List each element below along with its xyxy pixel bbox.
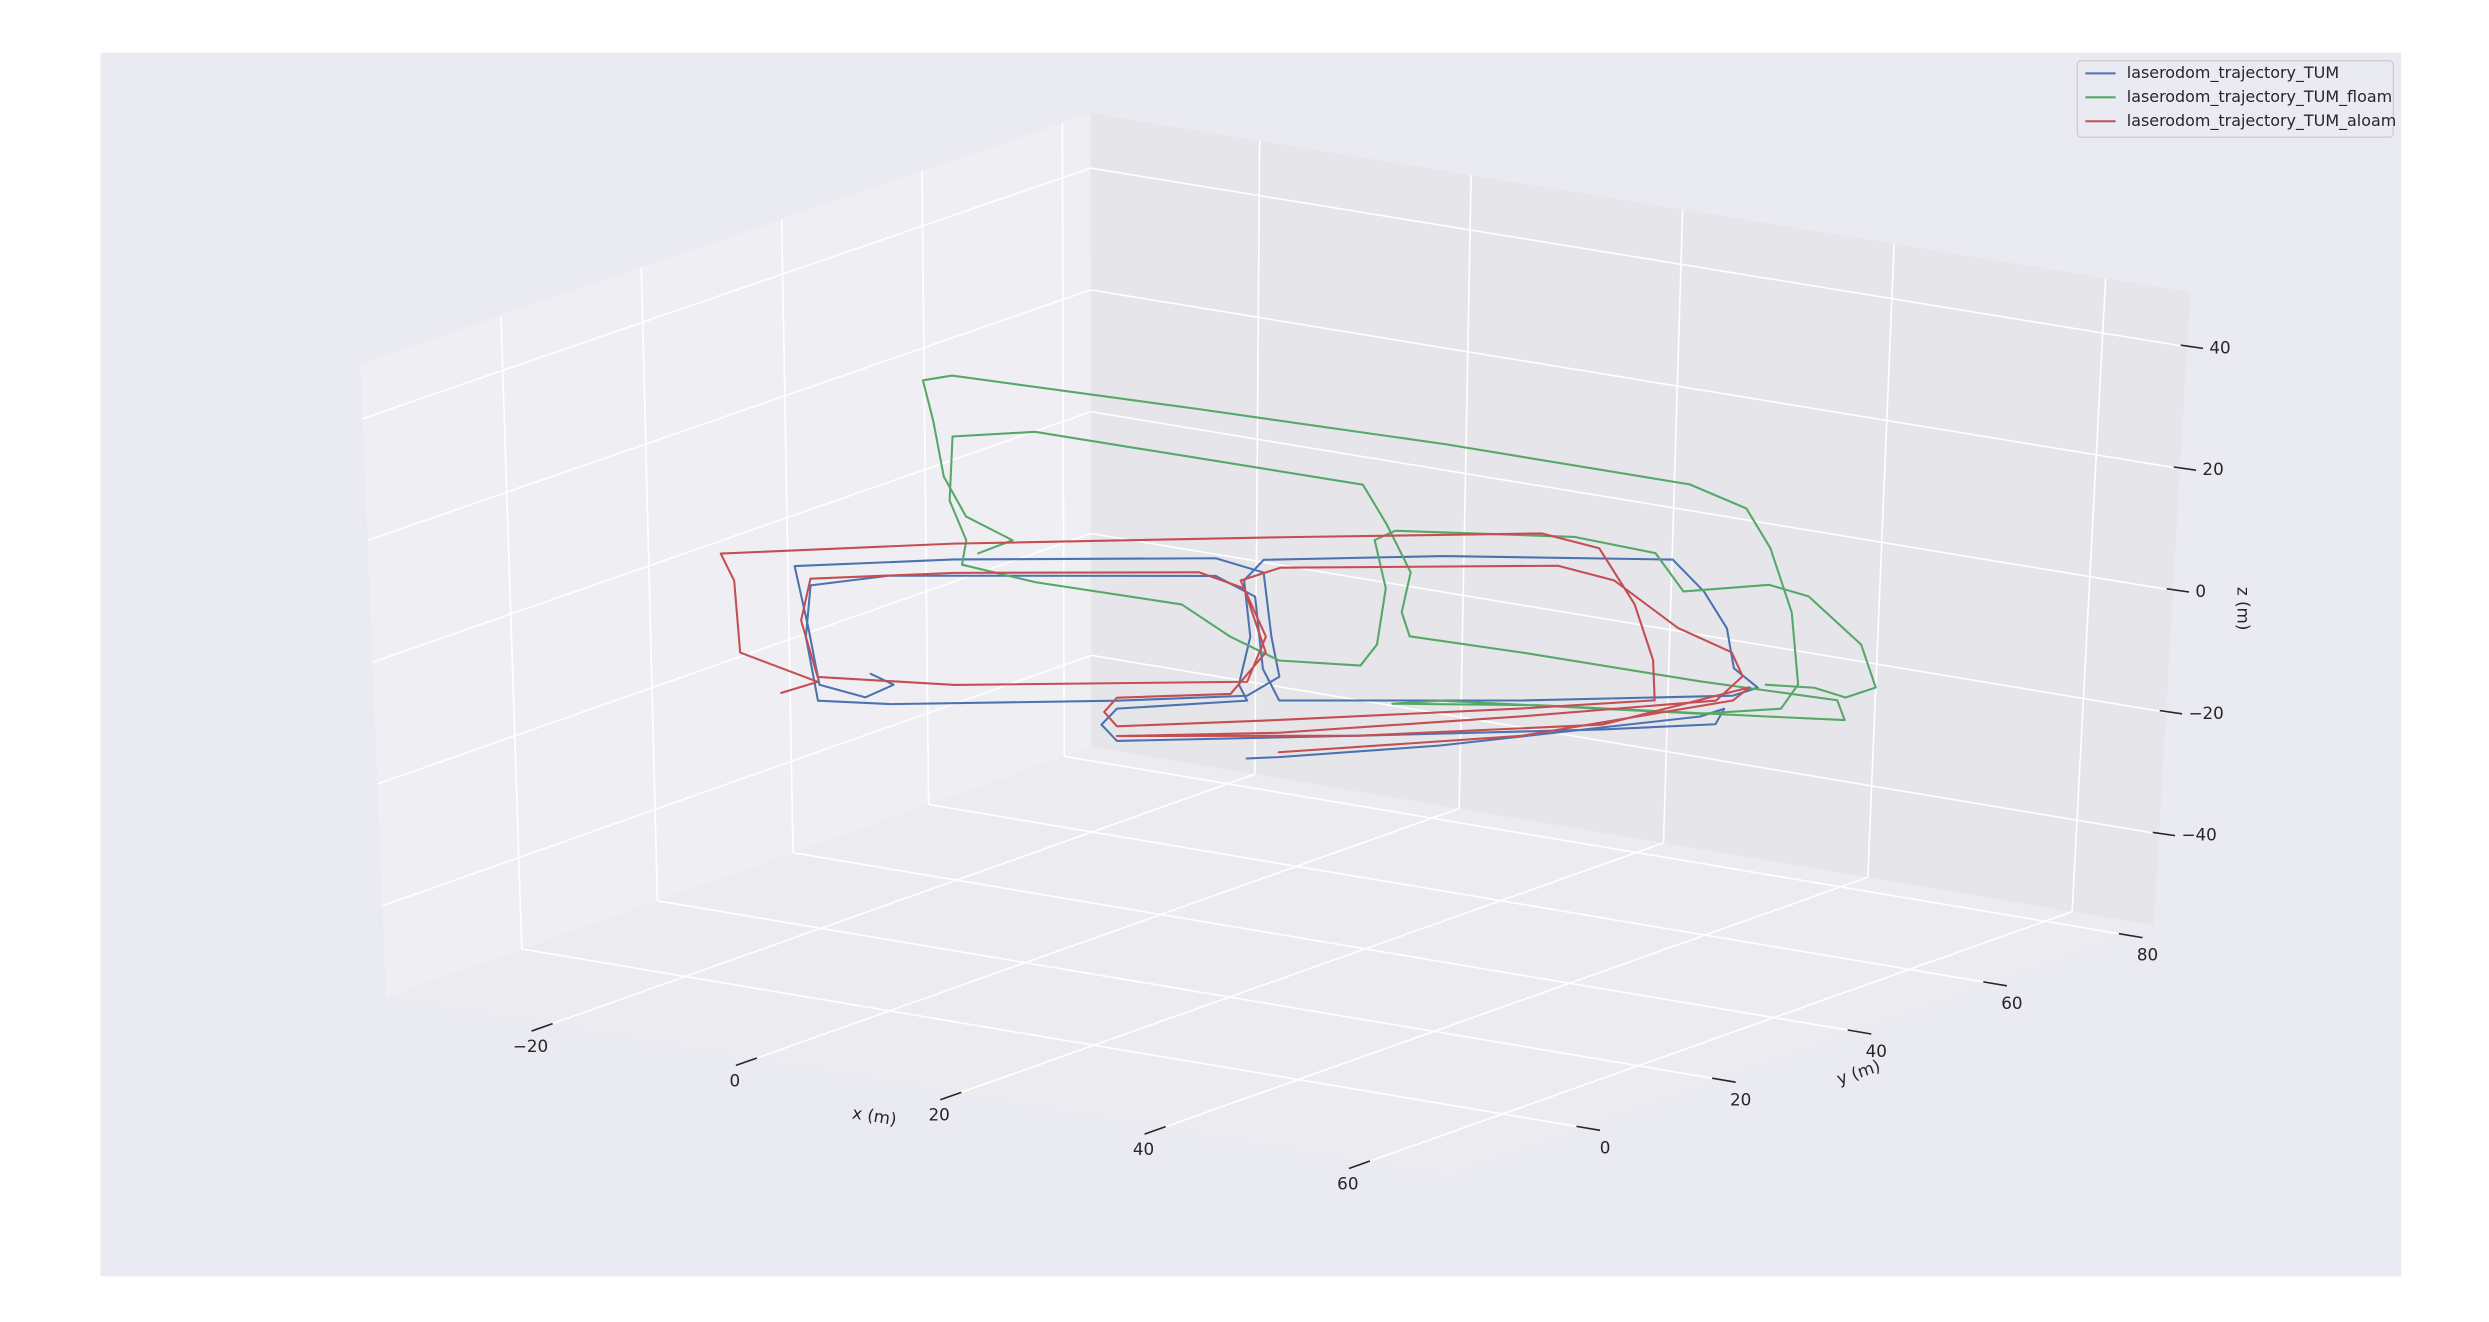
grid-line <box>1366 910 2073 1163</box>
tick-mark <box>2166 588 2190 593</box>
grid-line <box>753 807 1460 1060</box>
grid-line <box>500 315 523 950</box>
y-tick-label: 0 <box>1600 1137 1611 1157</box>
grid-line <box>1061 122 1066 757</box>
grid-line <box>928 803 1992 984</box>
y-tick-label: 40 <box>1866 1041 1887 1061</box>
grid-line <box>367 289 1091 542</box>
grid <box>362 122 2188 1163</box>
grid-line <box>1090 410 2174 592</box>
grid-line <box>2071 278 2107 912</box>
grid-line <box>362 167 1091 420</box>
x-tick-label: 60 <box>1337 1173 1358 1193</box>
tick-mark <box>1711 1077 1736 1083</box>
legend-label: laserodom_trajectory_TUM_aloam <box>2127 111 2397 131</box>
panes <box>360 113 2191 1176</box>
y-tick-label: 60 <box>2001 993 2022 1013</box>
tick-mark <box>939 1091 962 1101</box>
grid-line <box>1090 167 2188 348</box>
tick-mark <box>1348 1160 1371 1170</box>
grid-line <box>1162 876 1869 1129</box>
legend-box <box>2076 59 2394 138</box>
grid-line <box>1090 532 2167 713</box>
z-axis-label: z (m) <box>2233 587 2253 631</box>
tick-mark <box>1144 1125 1166 1135</box>
tick-mark <box>1983 981 2008 987</box>
grid-line <box>958 842 1664 1095</box>
grid-line <box>372 410 1092 663</box>
x-tick-label: 20 <box>928 1105 949 1125</box>
tick-mark <box>531 1022 553 1032</box>
y-tick-label: 80 <box>2137 945 2158 965</box>
legend: laserodom_trajectory_TUM laserodom_trajec… <box>2076 59 2397 138</box>
legend-label: laserodom_trajectory_TUM_floam <box>2127 87 2392 107</box>
grid-line <box>1254 140 1261 775</box>
grid-line <box>1458 175 1472 809</box>
z-tick-label: −40 <box>2181 825 2216 845</box>
x-tick-label: 0 <box>729 1070 740 1090</box>
z-tick-label: 20 <box>2202 459 2223 479</box>
grid-line <box>382 654 1092 907</box>
tick-mark <box>735 1057 758 1067</box>
tick-mark <box>2118 932 2143 939</box>
tick-mark <box>2152 831 2176 837</box>
z-tick-label: 40 <box>2209 337 2230 357</box>
z-tick-label: −20 <box>2188 703 2223 723</box>
grid-line <box>1091 654 2160 835</box>
grid-line <box>792 851 1856 1033</box>
trajectories <box>719 374 1877 760</box>
tick-mark <box>2159 709 2183 715</box>
trajectory-line <box>793 555 1759 760</box>
grid-line <box>1662 209 1684 843</box>
grid-line <box>657 900 1721 1081</box>
x-tick-label: 40 <box>1133 1139 1154 1159</box>
grid-line <box>1090 289 2181 470</box>
legend-label: laserodom_trajectory_TUM <box>2127 63 2339 83</box>
grid-line <box>921 171 930 805</box>
grid-line <box>1867 243 1895 878</box>
floor-pane <box>386 746 2154 1176</box>
z-tick-label: 0 <box>2195 581 2206 601</box>
tick-mark <box>2180 344 2204 350</box>
y-tick-label: 20 <box>1730 1089 1751 1109</box>
grid-line <box>1064 755 2127 936</box>
trajectory-line <box>921 374 1877 722</box>
tick-mark <box>1847 1029 1872 1035</box>
grid-line <box>549 773 1256 1026</box>
back-pane <box>1090 113 2191 926</box>
x-tick-label: −20 <box>513 1036 548 1056</box>
tick-mark <box>1576 1125 1601 1132</box>
grid-line <box>521 948 1585 1129</box>
trajectory-line <box>719 532 1751 754</box>
grid-line <box>780 219 794 853</box>
left-pane <box>360 113 1092 998</box>
grid-line <box>640 267 659 901</box>
tick-mark <box>2173 466 2197 471</box>
